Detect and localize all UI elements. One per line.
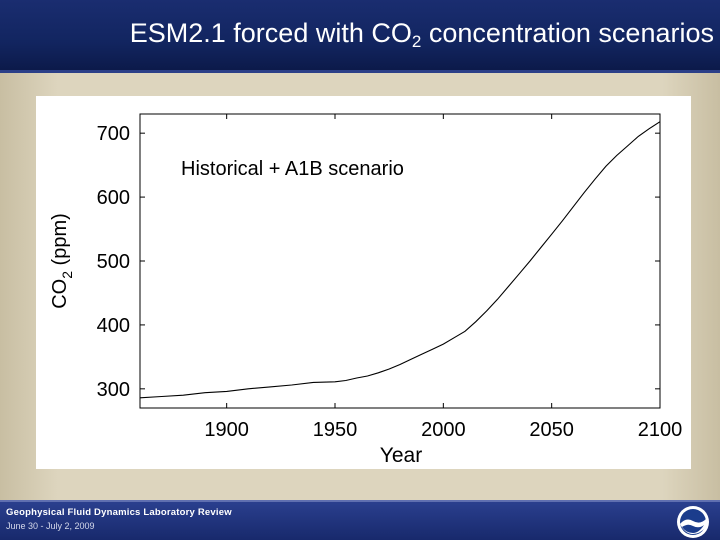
slide-title-subscript: 2 [411, 32, 422, 51]
noaa-logo-icon [677, 506, 709, 538]
co2-series-line [139, 121, 661, 399]
footer-bar: Geophysical Fluid Dynamics Laboratory Re… [0, 500, 720, 540]
y-tick-label: 600 [97, 187, 130, 209]
slide-title-rest: concentration scenarios [421, 18, 714, 48]
footer-title: Geophysical Fluid Dynamics Laboratory Re… [6, 507, 232, 518]
chart-panel: 300 400 500 600 700 1900 1950 2000 2050 2100 His… [36, 96, 691, 469]
slide-title: ESM2.1 forced with CO2 concentration sce… [0, 18, 720, 52]
footer-date: June 30 - July 2, 2009 [6, 521, 95, 531]
y-axis-label-subscript: 2 [59, 271, 75, 279]
x-tick-label: 2100 [638, 419, 683, 441]
x-tick-label: 2050 [529, 419, 574, 441]
y-tick-label: 400 [97, 315, 130, 337]
title-bar-divider [0, 70, 720, 73]
x-tick-label: 2000 [421, 419, 466, 441]
y-axis-label: CO2 (ppm) [49, 213, 75, 309]
y-tick-label: 300 [97, 379, 130, 401]
chart-annotation: Historical + A1B scenario [181, 158, 404, 180]
y-tick-label: 700 [97, 123, 130, 145]
title-bar [0, 0, 720, 70]
x-tick-label: 1900 [204, 419, 249, 441]
co2-line-chart: 300 400 500 600 700 1900 1950 2000 2050 2100 His… [49, 113, 683, 467]
y-axis-label-main: CO [49, 279, 71, 309]
y-tick-label: 500 [97, 251, 130, 273]
x-axis-label: Year [380, 444, 422, 467]
slide-title-main: ESM2.1 forced with CO [129, 18, 412, 48]
x-tick-label: 1950 [313, 419, 358, 441]
y-axis-label-rest: (ppm) [49, 213, 71, 271]
